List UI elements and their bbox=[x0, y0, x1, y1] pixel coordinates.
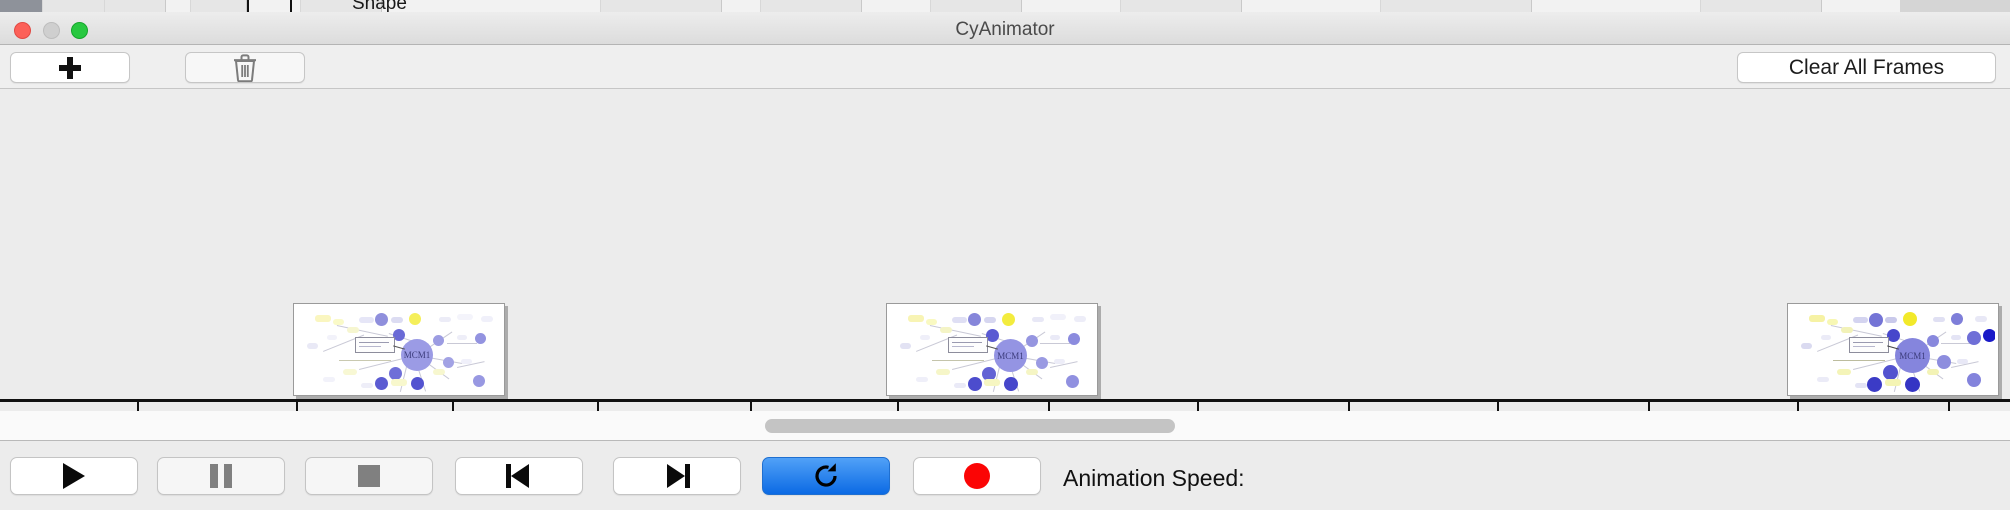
stop-button[interactable] bbox=[305, 457, 433, 495]
stop-icon bbox=[358, 465, 380, 487]
trash-icon bbox=[234, 53, 256, 82]
plus-icon bbox=[59, 56, 81, 79]
close-button[interactable] bbox=[14, 22, 31, 39]
record-button[interactable] bbox=[913, 457, 1041, 495]
skip-to-start-icon bbox=[506, 464, 532, 488]
play-button[interactable] bbox=[10, 457, 138, 495]
axis-tick-major bbox=[1497, 402, 1499, 411]
axis-tick-minor bbox=[452, 402, 454, 411]
record-icon bbox=[964, 463, 990, 489]
timeline-frame[interactable]: MCM1 bbox=[293, 303, 505, 396]
pause-button[interactable] bbox=[157, 457, 285, 495]
axis-tick-major bbox=[1797, 402, 1799, 411]
axis-tick-minor bbox=[1948, 402, 1950, 411]
timeline-panel[interactable]: MCM1 bbox=[0, 89, 2010, 412]
bg-chip bbox=[300, 0, 382, 12]
hub-node-label: MCM1 bbox=[994, 339, 1027, 372]
delete-frame-button[interactable] bbox=[185, 52, 305, 83]
axis-tick-major bbox=[597, 402, 599, 411]
add-frame-button[interactable] bbox=[10, 52, 130, 83]
axis-tick-minor bbox=[1048, 402, 1050, 411]
frame-thumbnail: MCM1 bbox=[890, 307, 1094, 392]
bg-chip bbox=[104, 0, 166, 12]
timeline-axis bbox=[0, 399, 2010, 402]
bg-chip bbox=[760, 0, 862, 12]
clear-all-frames-button[interactable]: Clear All Frames bbox=[1737, 52, 1996, 83]
frame-thumbnail: MCM1 bbox=[297, 307, 501, 392]
scrollbar-thumb[interactable] bbox=[765, 419, 1175, 433]
toolbar: Clear All Frames bbox=[0, 45, 2010, 89]
bg-tick bbox=[247, 0, 249, 12]
axis-tick-minor bbox=[1348, 402, 1350, 411]
axis-tick-minor bbox=[1648, 402, 1650, 411]
animation-speed-label: Animation Speed: bbox=[1063, 465, 1245, 491]
bg-chip bbox=[190, 0, 247, 12]
skip-to-end-button[interactable] bbox=[613, 457, 741, 495]
timeline-frame[interactable]: MCM1 bbox=[1787, 303, 1999, 396]
skip-to-start-button[interactable] bbox=[455, 457, 583, 495]
axis-tick-major bbox=[296, 402, 298, 411]
play-icon bbox=[63, 463, 85, 489]
clear-all-frames-label: Clear All Frames bbox=[1788, 55, 1945, 79]
bg-chip bbox=[1700, 0, 1822, 12]
minimize-button[interactable] bbox=[43, 22, 60, 39]
axis-tick-major bbox=[1197, 402, 1199, 411]
title-bar: CyAnimator bbox=[0, 12, 2010, 45]
window-title: CyAnimator bbox=[955, 19, 1055, 40]
playback-toolbar: Animation Speed: bbox=[0, 442, 2010, 510]
bg-chip bbox=[0, 0, 42, 12]
axis-tick-minor bbox=[750, 402, 752, 411]
bg-chip bbox=[1380, 0, 1532, 12]
bg-chip bbox=[600, 0, 722, 12]
loop-icon bbox=[815, 463, 837, 487]
skip-to-end-icon bbox=[664, 464, 690, 488]
bg-chip bbox=[1900, 0, 2010, 12]
bg-chip bbox=[42, 0, 106, 12]
axis-tick-major bbox=[897, 402, 899, 411]
bg-tick bbox=[290, 0, 292, 12]
scrollbar-track[interactable] bbox=[0, 411, 2010, 441]
axis-tick-minor bbox=[137, 402, 139, 411]
maximize-button[interactable] bbox=[71, 22, 88, 39]
bg-chip bbox=[930, 0, 1022, 12]
timeline-frame[interactable]: MCM1 bbox=[886, 303, 1098, 396]
frame-thumbnail: MCM1 bbox=[1791, 307, 1995, 392]
hub-node-label: MCM1 bbox=[1895, 338, 1930, 373]
background-window-label: Shape bbox=[352, 0, 407, 13]
hub-node-label: MCM1 bbox=[401, 339, 433, 371]
loop-button[interactable] bbox=[762, 457, 890, 495]
bg-chip bbox=[1120, 0, 1242, 12]
pause-icon bbox=[210, 464, 232, 488]
background-window-strip: Shape bbox=[0, 0, 2010, 13]
